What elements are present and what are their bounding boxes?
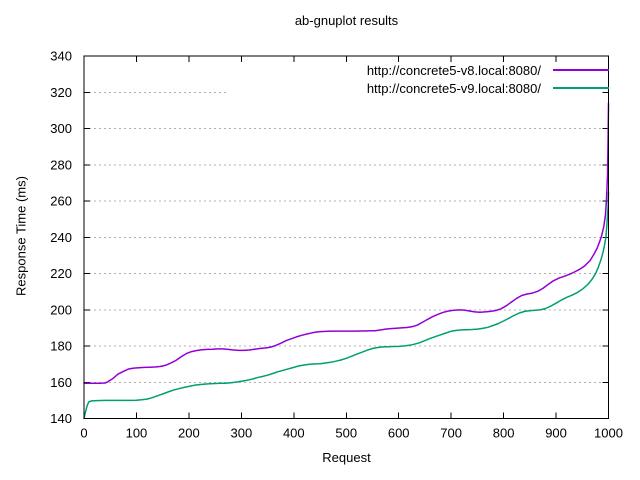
x-tick-label: 300 (230, 426, 252, 441)
legend-line-sample-v9 (553, 87, 609, 89)
x-tick-label: 400 (283, 426, 305, 441)
legend-item-v9: http://concrete5-v9.local:8080/ (367, 79, 609, 97)
x-tick-label: 700 (440, 426, 462, 441)
series-line-1 (83, 191, 610, 420)
y-tick-label: 140 (50, 411, 72, 426)
data-series (83, 102, 610, 420)
y-tick-label: 200 (50, 302, 72, 317)
legend-line-sample-v8 (553, 69, 609, 71)
series-line-0 (83, 102, 610, 385)
gridlines (84, 91, 609, 383)
x-tick-label: 200 (178, 426, 200, 441)
legend: http://concrete5-v8.local:8080/ http://c… (367, 61, 609, 97)
chart-title: ab-gnuplot results (294, 13, 399, 28)
y-tick-label: 240 (50, 230, 72, 245)
tick-labels: 140 160 180 200 220 240 260 280 300 320 340 0 100 200… (50, 49, 623, 441)
y-tick-label: 300 (50, 121, 72, 136)
y-tick-label: 160 (50, 375, 72, 390)
x-tick-label: 0 (80, 426, 87, 441)
plot-border (83, 55, 609, 419)
legend-item-v8: http://concrete5-v8.local:8080/ (367, 61, 609, 79)
x-tick-label: 900 (545, 426, 567, 441)
legend-label-v8: http://concrete5-v8.local:8080/ (366, 62, 541, 78)
x-tick-label: 600 (388, 426, 410, 441)
legend-label-v9: http://concrete5-v9.local:8080/ (366, 80, 541, 96)
y-tick-label: 220 (50, 266, 72, 281)
x-tick-label: 1000 (594, 426, 623, 441)
y-tick-label: 280 (50, 157, 72, 172)
y-tick-label: 340 (50, 49, 72, 64)
y-tick-label: 180 (50, 339, 72, 354)
x-tick-label: 800 (493, 426, 515, 441)
x-tick-label: 100 (126, 426, 148, 441)
y-tick-label: 320 (50, 85, 72, 100)
x-axis-label: Request (322, 450, 371, 465)
x-tick-label: 500 (335, 426, 357, 441)
y-tick-label: 260 (50, 194, 72, 209)
